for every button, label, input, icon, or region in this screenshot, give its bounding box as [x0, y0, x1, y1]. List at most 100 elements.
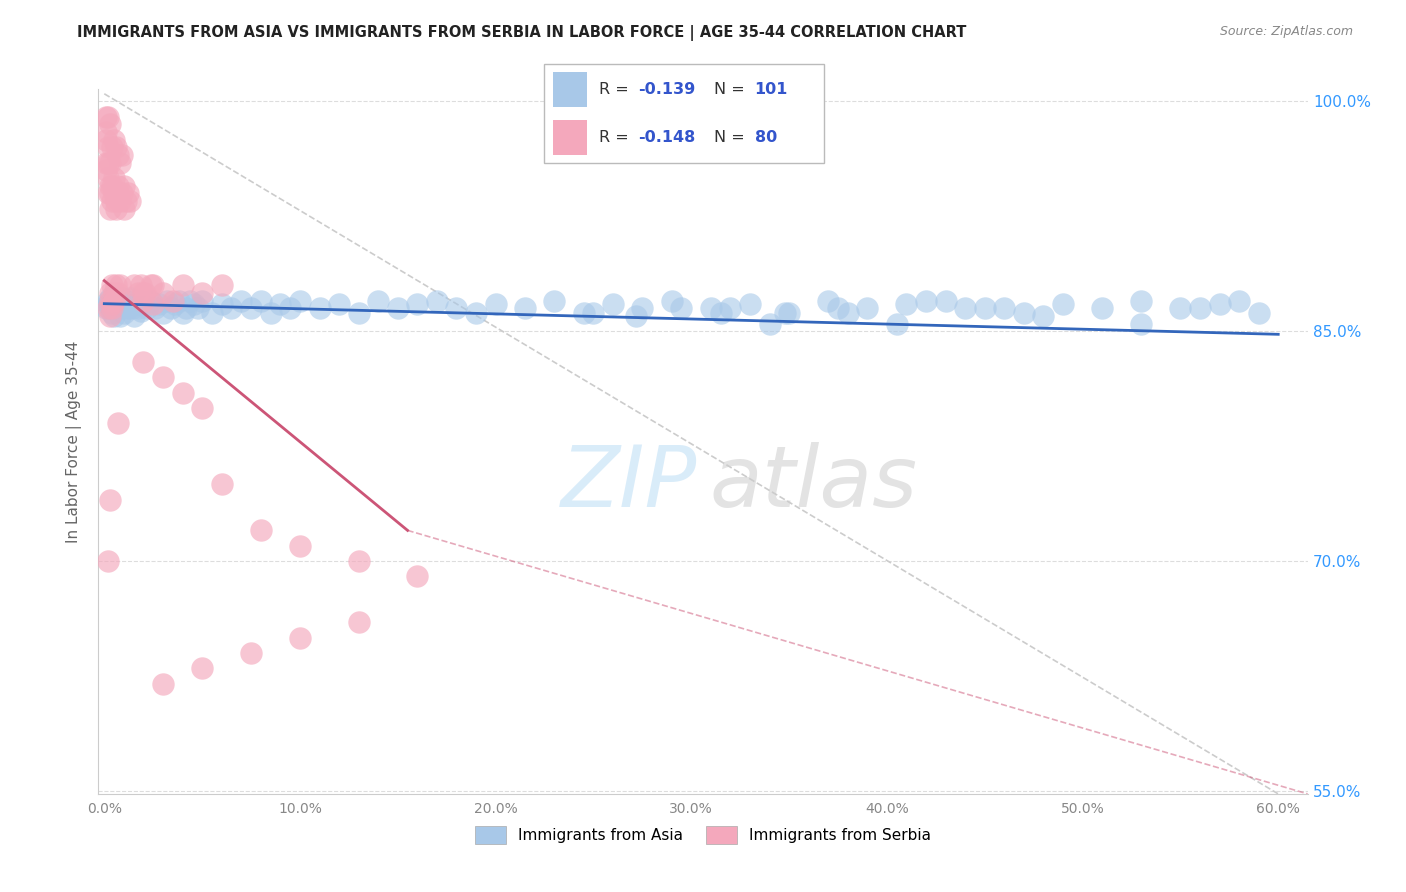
- Text: ZIP: ZIP: [561, 442, 697, 525]
- Point: [661, 293, 683, 308]
- Y-axis label: In Labor Force | Age 35-44: In Labor Force | Age 35-44: [66, 341, 82, 542]
- Point: [103, 133, 125, 147]
- Point: [127, 301, 149, 316]
- Point: [97, 293, 120, 308]
- Point: [191, 293, 214, 308]
- Point: [187, 301, 209, 316]
- Point: [896, 296, 918, 310]
- Point: [1032, 309, 1054, 323]
- Point: [132, 293, 155, 308]
- Point: [121, 301, 143, 316]
- Point: [103, 293, 125, 308]
- Text: 80: 80: [755, 130, 778, 145]
- Point: [718, 301, 741, 316]
- Point: [211, 477, 233, 491]
- Point: [1091, 301, 1114, 316]
- Point: [221, 301, 243, 316]
- Point: [127, 285, 149, 300]
- Point: [156, 293, 179, 308]
- Point: [98, 117, 121, 131]
- Point: [114, 194, 136, 208]
- Point: [108, 293, 131, 308]
- Point: [179, 293, 201, 308]
- Point: [96, 163, 118, 178]
- Point: [886, 317, 908, 331]
- Point: [103, 186, 125, 201]
- Point: [97, 301, 120, 316]
- Point: [935, 293, 957, 308]
- Point: [1130, 293, 1153, 308]
- Point: [240, 301, 263, 316]
- Point: [131, 304, 153, 318]
- Point: [250, 524, 273, 538]
- Point: [288, 539, 311, 553]
- Point: [108, 194, 131, 208]
- Point: [973, 301, 995, 316]
- Point: [97, 296, 120, 310]
- Point: [105, 194, 128, 208]
- Point: [602, 296, 624, 310]
- Point: [132, 355, 155, 369]
- Point: [98, 155, 121, 169]
- Point: [98, 186, 121, 201]
- Point: [97, 171, 120, 186]
- Point: [269, 296, 291, 310]
- Text: Source: ZipAtlas.com: Source: ZipAtlas.com: [1219, 25, 1353, 38]
- Point: [96, 110, 118, 124]
- Point: [107, 186, 129, 201]
- Point: [1130, 317, 1153, 331]
- Point: [103, 296, 125, 310]
- Point: [152, 676, 174, 690]
- Point: [98, 301, 121, 316]
- Point: [152, 306, 174, 320]
- Text: N =: N =: [714, 81, 751, 96]
- Bar: [553, 71, 588, 106]
- Point: [231, 293, 253, 308]
- Point: [211, 296, 233, 310]
- Point: [288, 631, 311, 645]
- Point: [96, 125, 118, 139]
- Point: [132, 296, 155, 310]
- Point: [98, 285, 121, 300]
- Point: [122, 278, 145, 293]
- Point: [1188, 301, 1211, 316]
- Point: [103, 285, 125, 300]
- Point: [183, 296, 205, 310]
- Point: [308, 301, 330, 316]
- Point: [142, 278, 165, 293]
- Point: [117, 301, 139, 316]
- Point: [111, 301, 134, 316]
- Point: [201, 306, 224, 320]
- Text: 101: 101: [755, 81, 787, 96]
- Point: [105, 140, 128, 154]
- Point: [710, 306, 733, 320]
- Point: [101, 140, 124, 154]
- Point: [1012, 306, 1035, 320]
- Point: [136, 301, 159, 316]
- Point: [101, 301, 124, 316]
- Point: [111, 186, 134, 201]
- Point: [117, 186, 139, 201]
- Point: [1208, 296, 1230, 310]
- Point: [993, 301, 1015, 316]
- Point: [143, 301, 166, 316]
- Point: [465, 306, 488, 320]
- Point: [1052, 296, 1074, 310]
- Point: [134, 285, 156, 300]
- Point: [107, 285, 129, 300]
- Point: [152, 370, 174, 384]
- Point: [176, 301, 198, 316]
- Point: [543, 293, 565, 308]
- Point: [827, 301, 849, 316]
- Point: [107, 416, 129, 430]
- Point: [582, 306, 605, 320]
- Point: [367, 293, 389, 308]
- Point: [108, 278, 131, 293]
- Point: [347, 615, 370, 630]
- Point: [172, 385, 194, 400]
- Text: -0.139: -0.139: [638, 81, 695, 96]
- Point: [671, 301, 693, 316]
- Point: [148, 296, 170, 310]
- Text: atlas: atlas: [709, 442, 917, 525]
- Point: [152, 285, 174, 300]
